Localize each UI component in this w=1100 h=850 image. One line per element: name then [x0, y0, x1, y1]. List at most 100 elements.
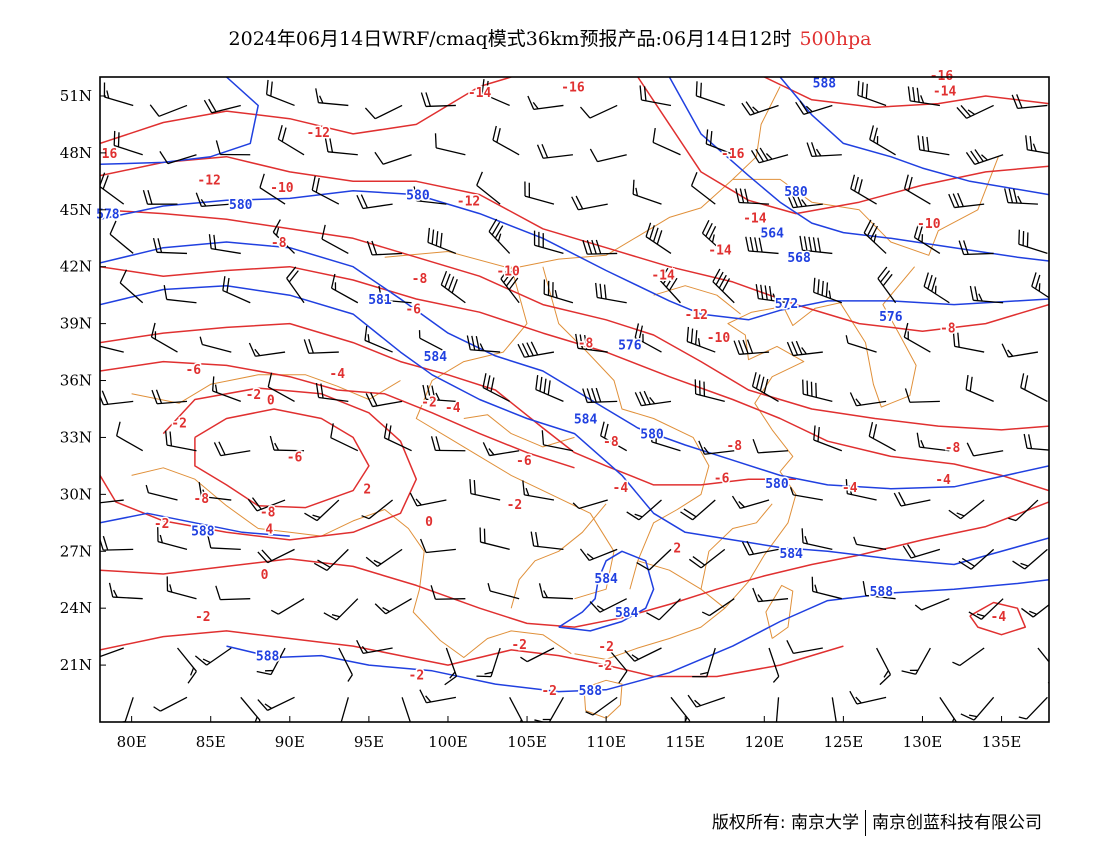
wind-barb	[965, 374, 994, 402]
wind-barb	[853, 536, 887, 551]
temperature-label: -12	[307, 126, 330, 141]
wind-barb	[420, 92, 456, 108]
wind-barb	[575, 333, 608, 353]
wind-barb	[198, 482, 232, 501]
height-label: 588	[191, 524, 215, 539]
wind-barb	[413, 186, 447, 205]
height-contour-line	[226, 578, 1049, 693]
wind-barb	[488, 218, 511, 254]
temperature-label: 2	[363, 483, 371, 498]
wind-barb	[338, 647, 353, 682]
wind-barb	[270, 598, 305, 615]
wind-barb	[701, 598, 735, 617]
wind-barb	[595, 282, 627, 304]
temperature-label: 4	[265, 523, 273, 538]
temperature-contour-line	[100, 155, 1049, 332]
wind-barb	[313, 548, 349, 571]
temperature-label: -8	[603, 435, 619, 450]
wind-barb	[109, 220, 134, 254]
temperature-label: -12	[197, 173, 220, 188]
height-contour-line	[668, 77, 1049, 262]
wind-barb	[492, 125, 520, 156]
wind-barb	[917, 135, 950, 156]
wind-barb	[582, 387, 618, 404]
wind-barb	[108, 582, 143, 600]
wind-barb	[419, 689, 456, 704]
wind-barb	[153, 696, 188, 712]
temperature-contour-line	[100, 501, 1049, 628]
contour-label-layer: 16-12-12-10-14 -16-16-16-14-12-14 -10-14-8…	[95, 68, 1008, 701]
wind-barb	[589, 148, 627, 163]
wind-barb	[364, 104, 403, 120]
wind-barb	[845, 335, 877, 353]
wind-barb	[636, 548, 672, 571]
wind-barb	[119, 269, 144, 304]
wind-barb	[695, 81, 725, 107]
height-label: 584	[615, 606, 639, 621]
lat-tick-label: 51N	[60, 87, 92, 105]
wind-barb	[323, 598, 359, 621]
wind-barb	[639, 85, 672, 107]
wind-barb	[768, 647, 780, 683]
temperature-label: 0	[425, 515, 433, 530]
wind-barb	[247, 497, 286, 512]
height-label: 576	[618, 338, 642, 353]
wind-barb	[195, 192, 232, 208]
lat-tick-label: 39N	[60, 315, 92, 333]
lat-tick-label: 27N	[60, 542, 92, 560]
wind-barb	[923, 272, 950, 304]
wind-barb	[440, 270, 466, 304]
wind-barb	[100, 499, 124, 504]
lon-tick-label: 125E	[824, 733, 864, 751]
temperature-contour-line	[100, 630, 844, 678]
temperature-label: -2	[154, 517, 170, 532]
lat-tick-label: 24N	[60, 599, 92, 617]
wind-barb	[151, 389, 188, 405]
wind-barb	[524, 181, 555, 205]
wind-barb	[240, 696, 261, 722]
wind-barb	[444, 647, 458, 686]
temperature-label: -12	[457, 194, 480, 209]
wind-barb	[686, 326, 716, 353]
wind-barb	[356, 639, 393, 654]
wind-barb	[876, 647, 892, 686]
wind-barb	[430, 585, 466, 600]
lon-tick-label: 90E	[275, 733, 305, 751]
wind-barb	[163, 284, 197, 304]
temperature-contour-line	[100, 265, 1049, 492]
wind-barb	[600, 421, 628, 452]
wind-barb	[482, 442, 520, 457]
wind-barb	[939, 696, 958, 722]
wind-barb	[795, 100, 833, 115]
wind-barb	[100, 172, 125, 205]
wind-barb	[366, 240, 403, 256]
wind-barb	[904, 388, 940, 403]
temperature-label: -2	[511, 638, 527, 653]
temperature-label: -4	[991, 610, 1007, 625]
wind-barb	[705, 129, 735, 156]
lon-tick-label: 110E	[586, 733, 626, 751]
wind-barb	[383, 423, 412, 452]
wind-barb	[286, 266, 305, 304]
temperature-label: -12	[685, 308, 708, 323]
temperature-label: -14	[933, 84, 957, 99]
wind-barb	[361, 499, 394, 520]
wind-barb	[952, 647, 985, 667]
wind-barb	[534, 697, 564, 722]
temperature-label: -2	[421, 395, 437, 410]
wind-barb	[1021, 603, 1049, 618]
temperature-contour-line	[100, 360, 575, 469]
wind-barb	[1001, 343, 1039, 358]
wind-barb	[813, 277, 843, 304]
wind-barb	[733, 339, 770, 355]
wind-barb	[811, 576, 842, 600]
height-label: 580	[229, 198, 253, 213]
temperature-contour-line	[100, 387, 418, 541]
wind-barb	[1018, 696, 1048, 720]
wind-barb	[208, 234, 241, 255]
temperature-contour-line	[194, 408, 370, 509]
wind-barb	[1020, 373, 1048, 402]
wind-barb	[116, 421, 144, 452]
wind-barb	[1023, 433, 1049, 451]
company-name: 南京创蓝科技有限公司	[872, 813, 1042, 833]
